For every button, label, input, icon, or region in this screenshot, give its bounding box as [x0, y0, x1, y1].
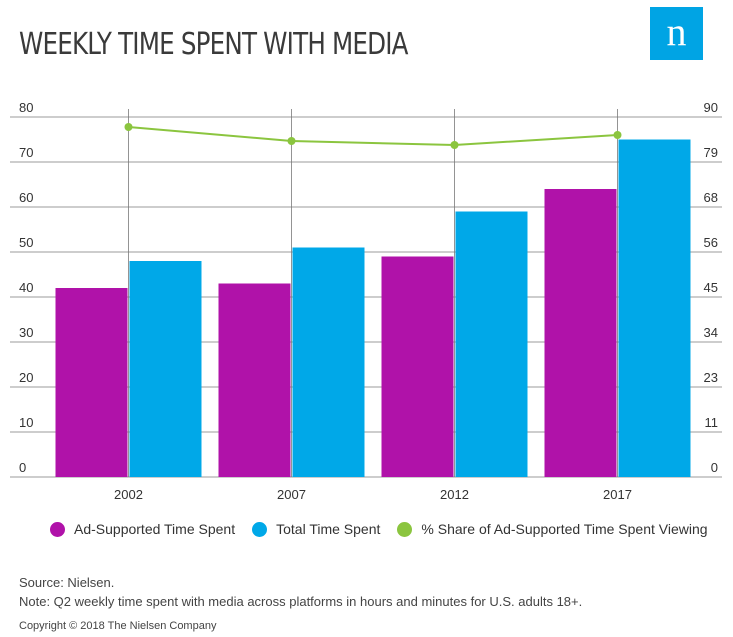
bar-total — [618, 139, 691, 477]
methodology-note: Note: Q2 weekly time spent with media ac… — [19, 594, 583, 609]
y2-tick-label: 45 — [704, 280, 718, 295]
y2-tick-label: 90 — [704, 100, 718, 115]
y2-tick-label: 68 — [704, 190, 718, 205]
legend-item-total: Total Time Spent — [252, 521, 380, 537]
legend-item-ad-supported: Ad-Supported Time Spent — [50, 521, 235, 537]
copyright: Copyright © 2018 The Nielsen Company — [19, 620, 217, 632]
y2-tick-label: 79 — [704, 145, 718, 160]
chart-title: WEEKLY TIME SPENT WITH MEDIA — [19, 27, 409, 62]
y-tick-label: 30 — [19, 325, 33, 340]
x-tick-label: 2017 — [603, 487, 632, 502]
y2-tick-label: 11 — [705, 415, 719, 430]
legend-item-share: % Share of Ad-Supported Time Spent Viewi… — [397, 521, 708, 537]
notes: Source: Nielsen. Note: Q2 weekly time sp… — [19, 573, 582, 611]
y2-tick-label: 56 — [704, 235, 718, 250]
y-tick-label: 80 — [19, 100, 33, 115]
bars — [55, 139, 691, 477]
share-point — [287, 137, 296, 145]
y-tick-label: 10 — [19, 415, 33, 430]
bar-ad-supported — [544, 189, 617, 477]
legend-swatch — [397, 521, 413, 537]
y-tick-label: 70 — [19, 145, 33, 160]
y-tick-label: 0 — [19, 460, 26, 475]
y-tick-label: 50 — [19, 235, 33, 250]
share-point — [450, 141, 459, 149]
legend-label: Total Time Spent — [276, 521, 381, 537]
axis-labels: 0 0 10 11 20 23 30 34 40 45 50 56 60 68 70 79 80 90 2002 20… — [19, 100, 718, 502]
y-tick-label: 60 — [19, 190, 33, 205]
share-line — [124, 123, 622, 149]
share-point — [613, 131, 622, 139]
x-tick-label: 2002 — [114, 487, 143, 502]
bar-total — [455, 211, 528, 477]
x-tick-label: 2007 — [277, 487, 306, 502]
legend-label: Ad-Supported Time Spent — [74, 521, 236, 537]
bar-total — [292, 247, 365, 477]
bar-ad-supported — [55, 288, 128, 477]
y2-tick-label: 23 — [704, 370, 718, 385]
share-point — [124, 123, 133, 131]
legend-swatch — [252, 521, 268, 537]
legend: Ad-Supported Time Spent Total Time Spent… — [50, 521, 725, 537]
bar-total — [129, 261, 202, 477]
y2-tick-label: 34 — [704, 325, 718, 340]
y-tick-label: 20 — [19, 370, 33, 385]
nielsen-logo: n — [650, 7, 703, 60]
bar-ad-supported — [381, 256, 454, 477]
bar-ad-supported — [218, 283, 291, 477]
x-tick-label: 2012 — [440, 487, 469, 502]
y-tick-label: 40 — [19, 280, 33, 295]
legend-label: % Share of Ad-Supported Time Spent Viewi… — [421, 521, 708, 537]
y2-tick-label: 0 — [711, 460, 718, 475]
source-note: Source: Nielsen. — [19, 575, 115, 590]
legend-swatch — [50, 521, 65, 537]
share-line-path — [128, 126, 618, 147]
